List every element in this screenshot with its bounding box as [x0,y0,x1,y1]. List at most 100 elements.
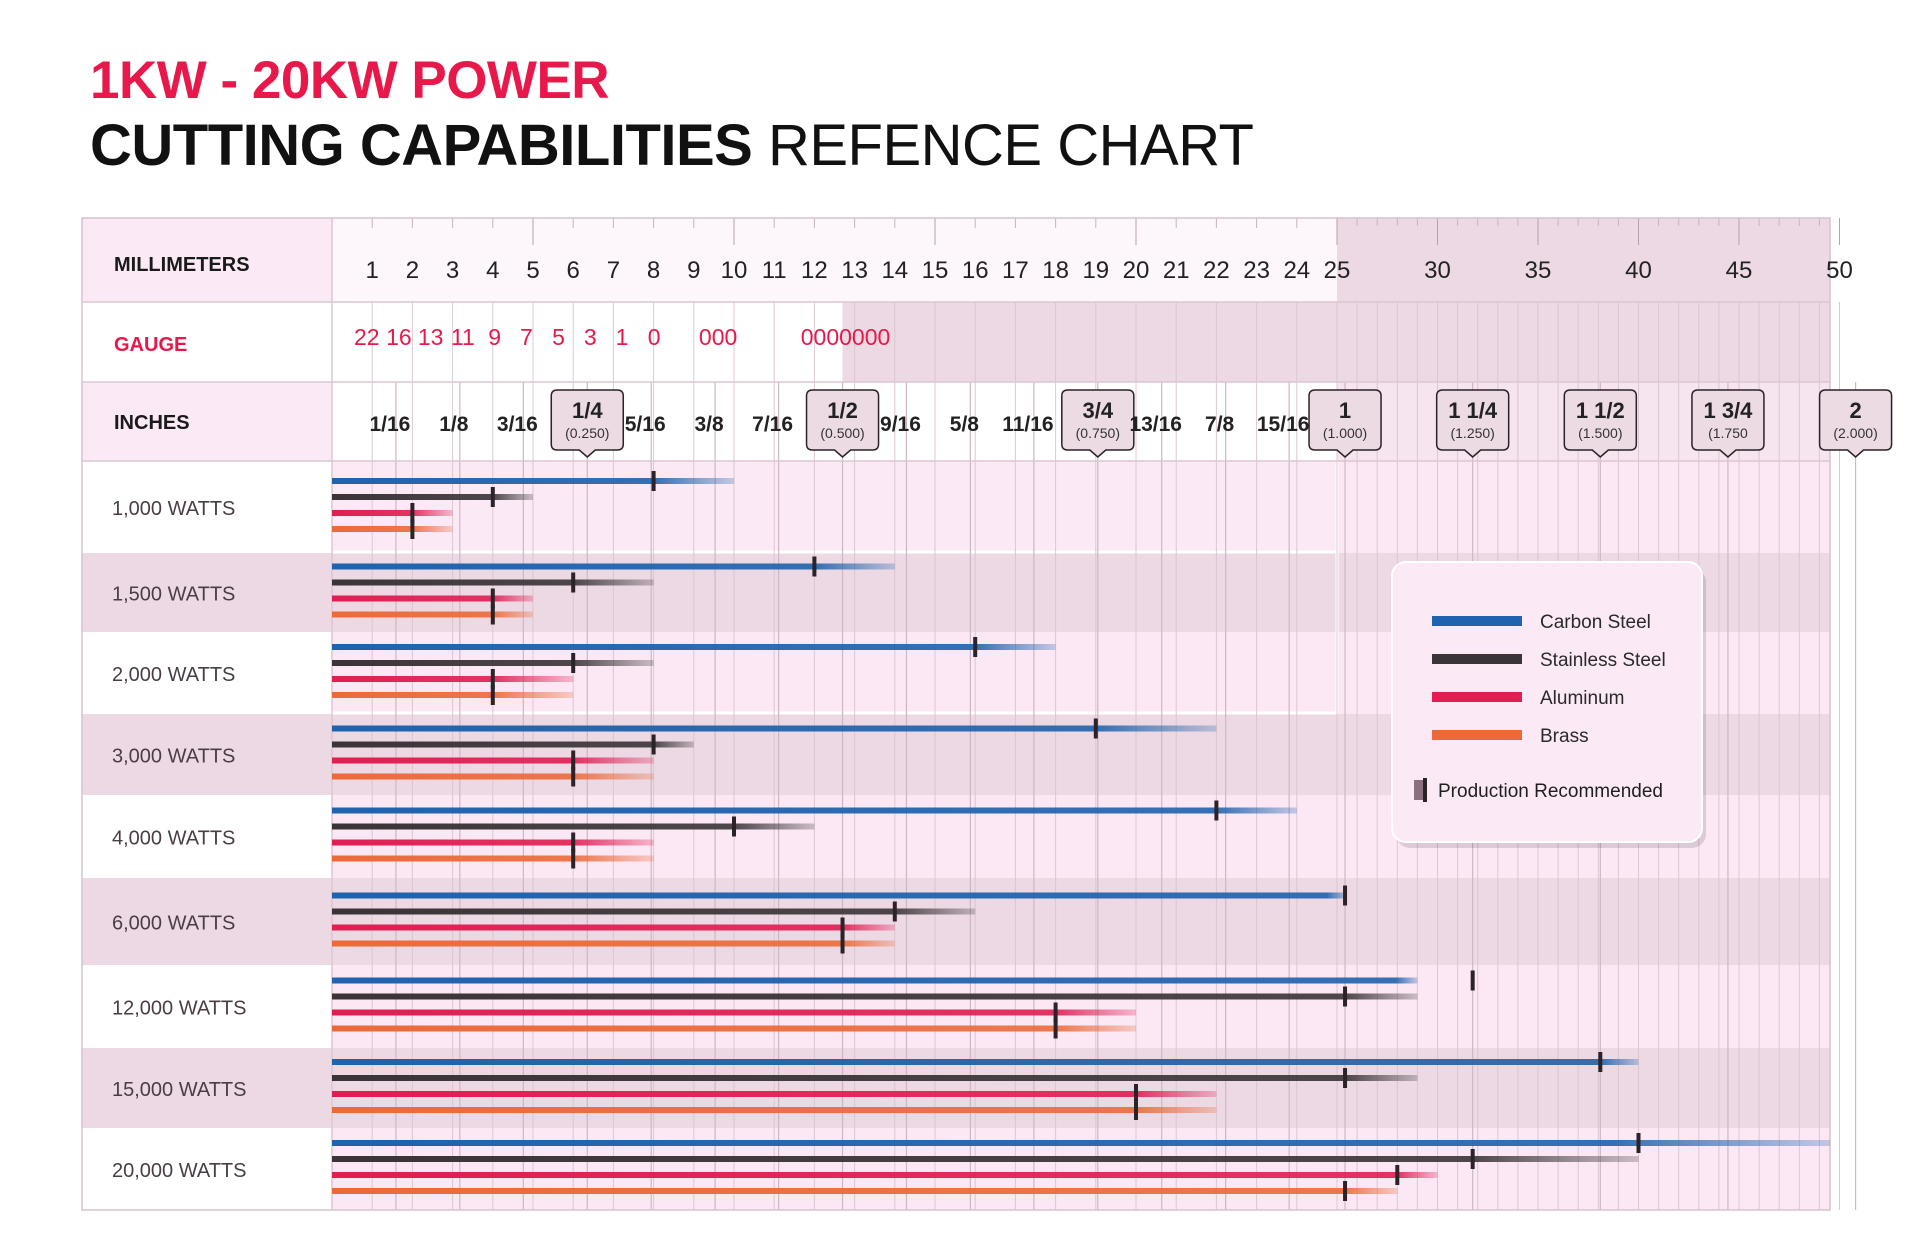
inch-callout-decimal: (1.750 [1708,425,1748,441]
legend-swatch [1432,616,1522,626]
mm-tick-label: 6 [567,257,580,284]
mm-tick-label: 13 [841,257,868,284]
bar-carbon-steel [332,478,734,484]
inch-callout-label: 1/2 [827,398,858,423]
production-recommended-marker [571,848,576,869]
wattage-row-label: 4,000 WATTS [112,828,235,850]
legend-swatch [1432,654,1522,664]
mm-tick-label: 4 [486,257,499,284]
wattage-row-label: 2,000 WATTS [112,664,235,686]
inch-tick-label: 13/16 [1129,413,1182,436]
production-recommended-marker [490,588,495,609]
bar-carbon-steel [332,807,1297,814]
bar-brass [332,940,895,947]
row-label-cell [82,714,332,795]
bar-aluminum [332,1009,1136,1016]
inch-callout-decimal: (0.500) [820,425,864,441]
mm-tick-label: 3 [446,257,459,284]
inch-tick-label: 3/16 [497,413,538,436]
bar-carbon-steel [332,563,895,570]
mm-tick-label: 14 [881,257,908,284]
row-label-cell [82,1128,332,1210]
mm-tick-label: 16 [962,257,989,284]
bar-aluminum [332,757,654,764]
bar-stainless-steel [332,908,976,915]
legend-swatch [1432,730,1522,740]
inch-callout-label: 1/4 [572,398,603,423]
gauge-tick-label: 13 [418,324,444,350]
chart-background [82,218,1830,1210]
bar-brass [332,855,654,862]
inch-callout-decimal: (0.750) [1076,425,1120,441]
chart-title-line2: CUTTING CAPABILITIES REFENCE CHART [90,112,1254,179]
mm-tick-label: 17 [1002,257,1029,284]
inch-callout-decimal: (2.000) [1833,425,1877,441]
inch-callout-label: 3/4 [1083,398,1114,423]
mm-tick-label: 10 [721,257,748,284]
production-recommended-marker [490,487,495,507]
inch-tick-label: 1/16 [369,413,410,436]
row-label-cell [82,632,332,714]
mm-tick-label: 7 [607,257,620,284]
gauge-tick-label: 11 [451,324,475,350]
legend-label: Brass [1540,726,1589,747]
gauge-row-label: GAUGE [114,334,187,356]
inch-callout-decimal: (1.250) [1450,425,1494,441]
inch-callout-box [1818,389,1893,458]
inch-callout-label: 1 1/2 [1576,398,1625,423]
mm-tick-label: 12 [801,257,828,284]
inch-tick-label: 7/8 [1205,413,1235,436]
inch-callout-decimal: (0.250) [565,425,609,441]
bar-aluminum [332,1091,1217,1097]
legend-label: Aluminum [1540,688,1624,709]
inch-callout-label: 1 1/4 [1448,398,1498,423]
production-recommended-marker [410,503,415,523]
production-recommended-marker [571,750,576,771]
bar-carbon-steel [332,892,1348,899]
gauge-tick-label: 0 [648,324,661,350]
bar-stainless-steel [332,1075,1418,1081]
mm-header-cell [82,218,332,302]
production-recommended-marker [490,604,495,625]
production-recommended-marker [840,917,845,938]
bar-stainless-steel [332,660,654,666]
row-label-cell [82,878,332,965]
legend-swatch [1432,692,1522,702]
bar-brass [332,692,574,698]
mm-tick-label: 25 [1324,257,1351,284]
production-recommended-marker [571,653,576,673]
bar-aluminum [332,595,533,602]
bar-aluminum [332,924,895,931]
chart-title-rest: REFENCE CHART [752,113,1254,178]
inch-callout-box [1563,389,1638,458]
production-recommended-marker [973,637,978,657]
mm-tick-label: 1 [366,257,379,284]
row-label-cell [82,1048,332,1128]
mm-tick-label: 35 [1525,257,1552,284]
mm-tick-label: 21 [1163,257,1190,284]
production-recommended-marker [892,901,897,922]
legend-label: Stainless Steel [1540,650,1666,671]
bar-brass [332,526,453,532]
gauge-tick-label: 000 [699,324,737,350]
bar-carbon-steel [332,1140,1830,1146]
production-recommended-marker [1343,885,1348,906]
gauge-tick-label: 3 [584,324,597,350]
mm-tick-label: 30 [1424,257,1451,284]
bar-stainless-steel [332,1156,1639,1162]
wattage-row-label: 1,000 WATTS [112,498,235,520]
production-recommended-marker [1134,1100,1138,1120]
gauge-tick-label: 7 [520,324,533,350]
production-recommended-marker [490,685,495,705]
gauge-tick-label: 22 [354,324,380,350]
inch-callout-box [550,389,625,458]
production-recommended-marker [1093,718,1098,739]
bar-brass [332,1188,1398,1194]
bar-stainless-steel [332,741,694,748]
bar-carbon-steel [332,644,1056,650]
bar-stainless-steel [332,993,1418,1000]
bar-brass [332,1025,1136,1032]
production-recommended-marker [1636,1133,1641,1153]
row-label-cell [82,965,332,1048]
legend-recommended-label: Production Recommended [1438,781,1663,802]
